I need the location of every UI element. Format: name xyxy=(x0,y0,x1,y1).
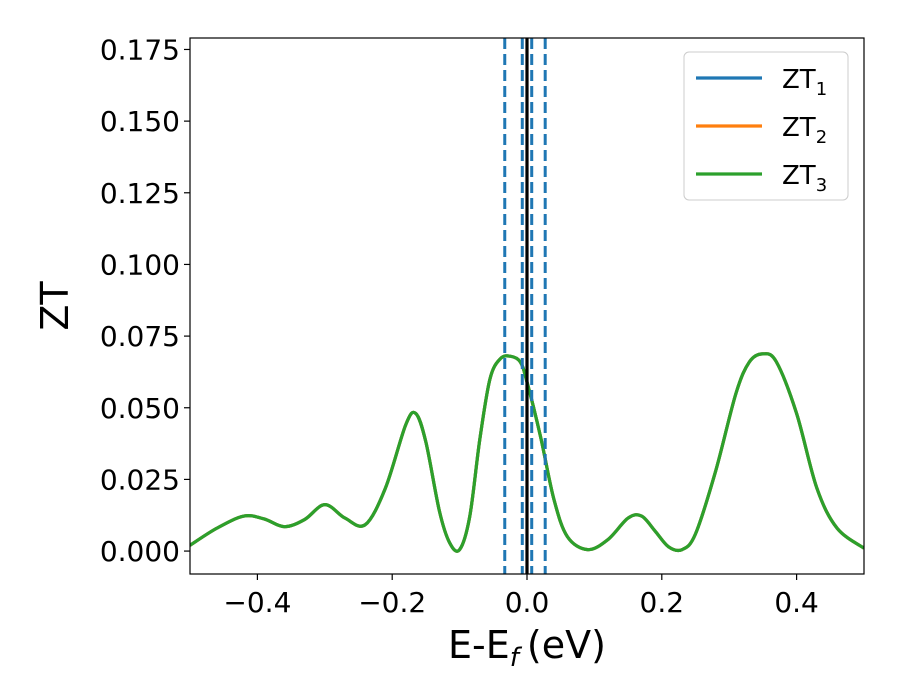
legend-label-3: ZT3 xyxy=(782,161,827,196)
x-tick-label: −0.4 xyxy=(223,586,291,619)
x-tick-label: 0.0 xyxy=(505,586,550,619)
legend-label-2: ZT2 xyxy=(782,113,827,148)
x-tick-label: 0.4 xyxy=(774,586,819,619)
plot-area xyxy=(190,38,864,574)
y-tick-label: 0.125 xyxy=(100,177,180,210)
y-tick-label: 0.175 xyxy=(100,33,180,66)
y-axis-label: ZT xyxy=(33,281,77,331)
y-tick-label: 0.050 xyxy=(100,392,180,425)
y-tick-label: 0.150 xyxy=(100,105,180,138)
y-axis: 0.000 0.025 0.050 0.075 0.100 0.125 0.150 0.175 xyxy=(100,33,190,568)
y-tick-label: 0.000 xyxy=(100,535,180,568)
y-tick-label: 0.025 xyxy=(100,463,180,496)
series-line-3 xyxy=(190,352,864,553)
x-tick-label: 0.2 xyxy=(640,586,685,619)
y-tick-label: 0.075 xyxy=(100,320,180,353)
legend-label-1: ZT1 xyxy=(782,65,827,100)
x-axis: −0.4 −0.2 0.0 0.2 0.4 xyxy=(223,574,819,619)
legend-box xyxy=(683,51,849,201)
x-axis-label: E-Ef (eV) xyxy=(448,623,606,673)
legend: ZT1 ZT2 ZT3 xyxy=(683,51,849,201)
y-tick-label: 0.100 xyxy=(100,248,180,281)
x-tick-label: −0.2 xyxy=(358,586,426,619)
